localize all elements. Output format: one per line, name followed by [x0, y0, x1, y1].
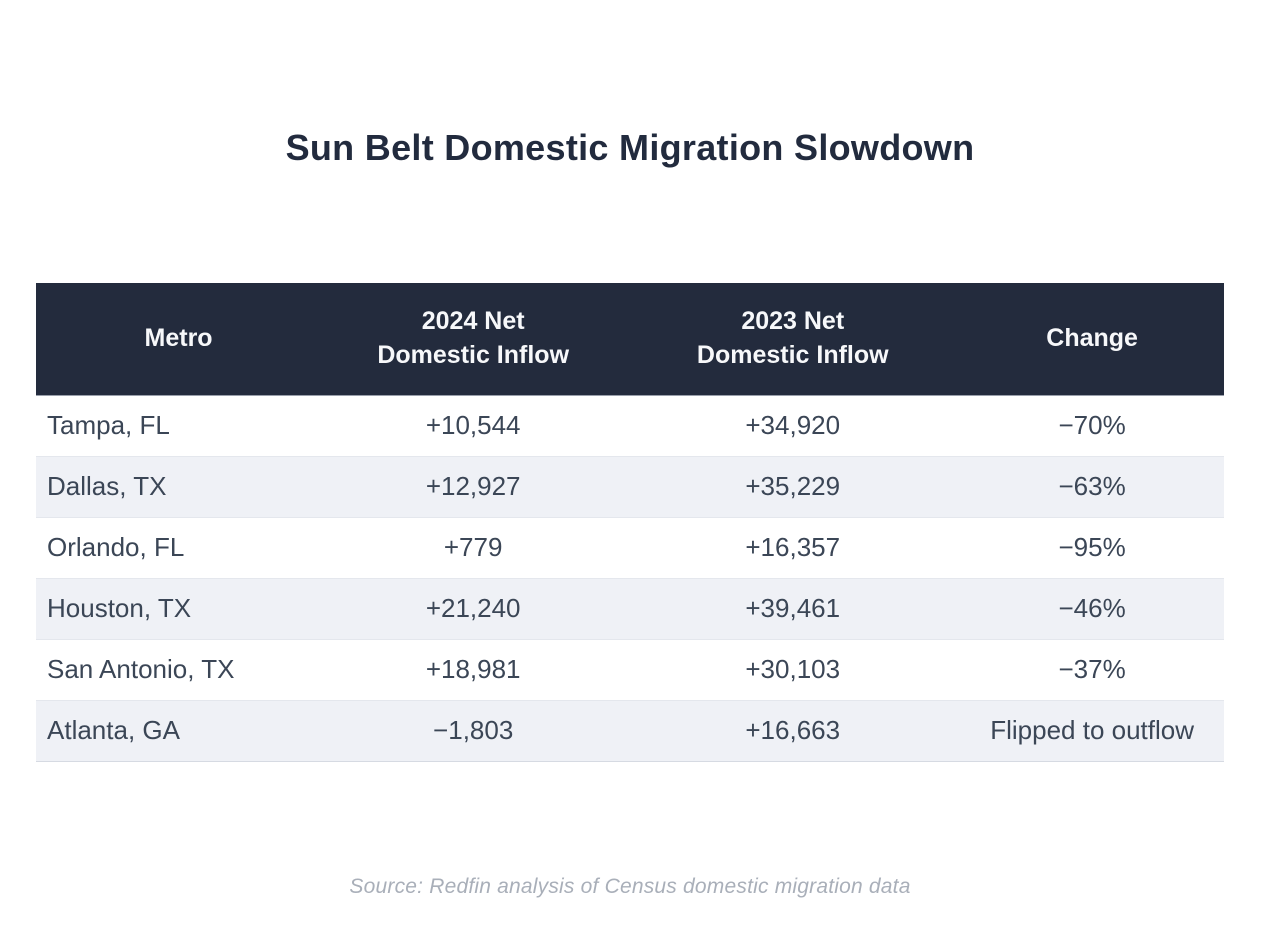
metro-cell: Dallas, TX — [36, 456, 322, 518]
inflow-2024-cell: +21,240 — [321, 578, 626, 640]
metro-cell: San Antonio, TX — [36, 639, 322, 701]
inflow-2024-cell: +18,981 — [321, 639, 626, 701]
change-cell: −46% — [960, 578, 1224, 640]
inflow-2024-cell: +12,927 — [321, 456, 626, 518]
inflow-2023-cell: +39,461 — [625, 578, 961, 640]
column-header-metro: Metro — [36, 283, 322, 396]
table-row: Dallas, TX +12,927 +35,229 −63% — [36, 456, 1224, 518]
metro-cell: Tampa, FL — [36, 395, 322, 457]
change-cell: −63% — [960, 456, 1224, 518]
table-header-row: Metro 2024 Net Domestic Inflow 2023 Net … — [36, 283, 1224, 396]
metro-cell: Atlanta, GA — [36, 700, 322, 762]
table-row: Tampa, FL +10,544 +34,920 −70% — [36, 395, 1224, 457]
column-header-2024-inflow: 2024 Net Domestic Inflow — [321, 283, 626, 396]
table-row: Houston, TX +21,240 +39,461 −46% — [36, 578, 1224, 640]
metro-cell: Houston, TX — [36, 578, 322, 640]
page-title: Sun Belt Domestic Migration Slowdown — [285, 127, 975, 168]
inflow-2023-cell: +35,229 — [625, 456, 961, 518]
metro-cell: Orlando, FL — [36, 517, 322, 579]
inflow-2023-cell: +16,357 — [625, 517, 961, 579]
change-cell: −70% — [960, 395, 1224, 457]
inflow-2023-cell: +16,663 — [625, 700, 961, 762]
change-cell: −37% — [960, 639, 1224, 701]
column-header-change: Change — [960, 283, 1224, 396]
table-row: San Antonio, TX +18,981 +30,103 −37% — [36, 639, 1224, 701]
table-row: Atlanta, GA −1,803 +16,663 Flipped to ou… — [36, 700, 1224, 762]
inflow-2024-cell: +779 — [321, 517, 626, 579]
table-body: Tampa, FL +10,544 +34,920 −70% Dallas, T… — [36, 395, 1224, 762]
change-cell: Flipped to outflow — [960, 700, 1224, 762]
inflow-2023-cell: +34,920 — [625, 395, 961, 457]
table-row: Orlando, FL +779 +16,357 −95% — [36, 517, 1224, 579]
source-note: Source: Redfin analysis of Census domest… — [349, 875, 911, 898]
inflow-2023-cell: +30,103 — [625, 639, 961, 701]
table-header: Metro 2024 Net Domestic Inflow 2023 Net … — [36, 283, 1224, 396]
inflow-2024-cell: −1,803 — [321, 700, 626, 762]
change-cell: −95% — [960, 517, 1224, 579]
column-header-2023-inflow: 2023 Net Domestic Inflow — [625, 283, 961, 396]
migration-table-container: Metro 2024 Net Domestic Inflow 2023 Net … — [36, 283, 1224, 762]
migration-table: Metro 2024 Net Domestic Inflow 2023 Net … — [36, 283, 1224, 762]
inflow-2024-cell: +10,544 — [321, 395, 626, 457]
